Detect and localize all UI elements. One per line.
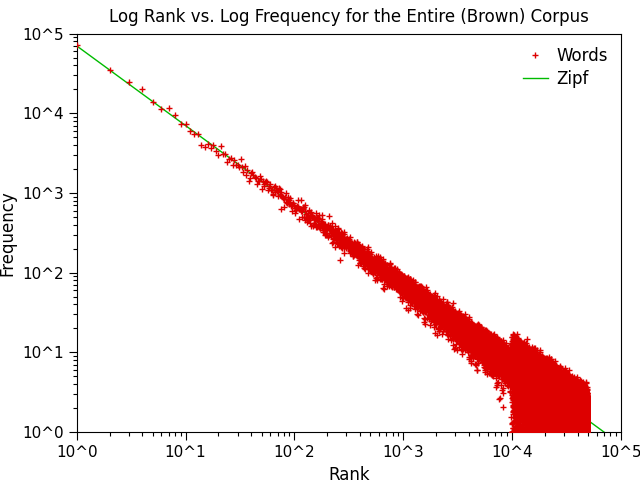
Zipf: [601, 430, 609, 435]
Words: [490, 348, 498, 354]
Zipf: [323, 226, 331, 232]
Line: Words: Words: [74, 41, 591, 435]
Words: [583, 429, 591, 435]
Zipf: [617, 442, 625, 447]
Words: [378, 274, 386, 280]
Line: Zipf: Zipf: [77, 46, 621, 444]
Zipf: [100, 63, 108, 69]
Words: [508, 429, 516, 435]
Legend: Words, Zipf: Words, Zipf: [518, 42, 612, 93]
Words: [73, 42, 81, 48]
Words: [559, 380, 566, 385]
Words: [353, 248, 361, 253]
Zipf: [501, 357, 509, 362]
X-axis label: Rank: Rank: [328, 466, 370, 480]
Title: Log Rank vs. Log Frequency for the Entire (Brown) Corpus: Log Rank vs. Log Frequency for the Entir…: [109, 9, 589, 26]
Y-axis label: Frequency: Frequency: [0, 190, 16, 276]
Zipf: [337, 237, 345, 242]
Words: [570, 396, 578, 401]
Zipf: [601, 430, 609, 436]
Zipf: [73, 43, 81, 49]
Words: [535, 366, 543, 372]
